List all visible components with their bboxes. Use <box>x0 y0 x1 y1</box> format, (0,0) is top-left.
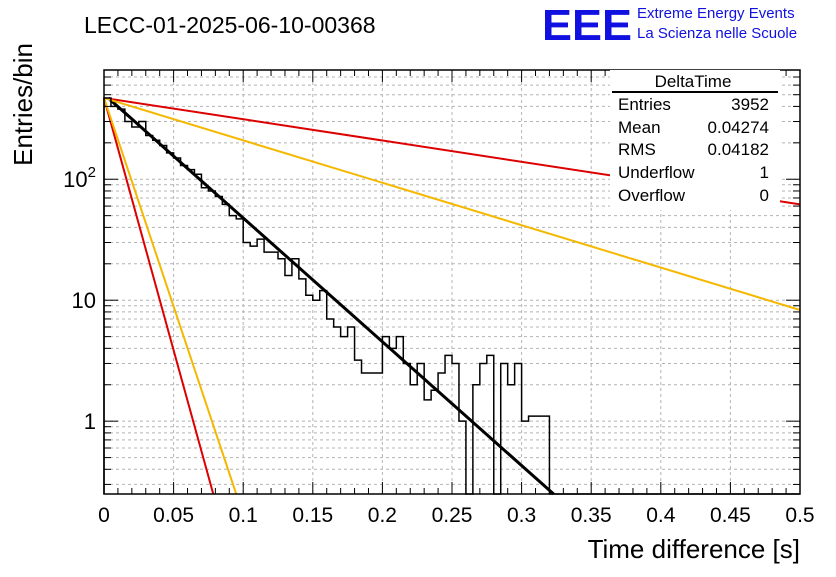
y-tick-label: 10 <box>72 288 96 313</box>
x-tick-label: 0.5 <box>785 504 814 527</box>
x-tick-label: 0 <box>98 504 110 527</box>
run-title: LECC-01-2025-06-10-00368 <box>84 12 376 38</box>
stats-title: DeltaTime <box>655 72 732 91</box>
eee-logo: EEE <box>542 1 632 50</box>
stats-label-rms: RMS <box>618 140 656 159</box>
x-tick-label: 0.3 <box>507 504 536 527</box>
stats-box-background <box>610 70 780 210</box>
x-tick-label: 0.1 <box>229 504 258 527</box>
fit-curve-3 <box>103 96 801 311</box>
stats-label-mean: Mean <box>618 118 661 137</box>
plot-frame <box>103 69 801 495</box>
axes <box>103 69 801 495</box>
y-axis-title: Entries/bin <box>8 43 38 166</box>
fit-curve-1 <box>107 96 555 496</box>
x-axis-title: Time difference [s] <box>588 534 800 564</box>
y-tick-label: 102 <box>63 164 96 192</box>
logo-tagline-1: Extreme Energy Events <box>637 5 795 22</box>
x-tick-label: 0.05 <box>153 504 194 527</box>
x-tick-label: 0.45 <box>710 504 751 527</box>
x-tick-label: 0.35 <box>571 504 612 527</box>
tick-labels: 0 0.05 0.1 0.15 0.2 0.25 0.3 0.35 0.4 0.45 0.51101… <box>63 164 814 527</box>
stats-value-mean: 0.04274 <box>708 118 769 137</box>
fit-curve-5 <box>103 97 238 495</box>
x-tick-label: 0.15 <box>292 504 333 527</box>
stats-value-underflow: 1 <box>760 163 769 182</box>
fit-curve-4 <box>103 97 215 495</box>
y-tick-label: 1 <box>84 409 96 434</box>
stats-label-entries: Entries <box>618 95 671 114</box>
stats-label-overflow: Overflow <box>618 186 686 205</box>
x-tick-label: 0.2 <box>368 504 397 527</box>
logo-tagline-2: La Scienza nelle Scuole <box>637 25 797 42</box>
stats-label-underflow: Underflow <box>618 163 695 182</box>
stats-value-entries: 3952 <box>731 95 769 114</box>
x-tick-label: 0.4 <box>646 504 676 527</box>
x-tick-label: 0.25 <box>432 504 473 527</box>
stats-value-rms: 0.04182 <box>708 140 769 159</box>
stats-value-overflow: 0 <box>760 186 769 205</box>
stats-box: DeltaTime Entries 3952 Mean 0.04274 RMS … <box>610 70 780 210</box>
